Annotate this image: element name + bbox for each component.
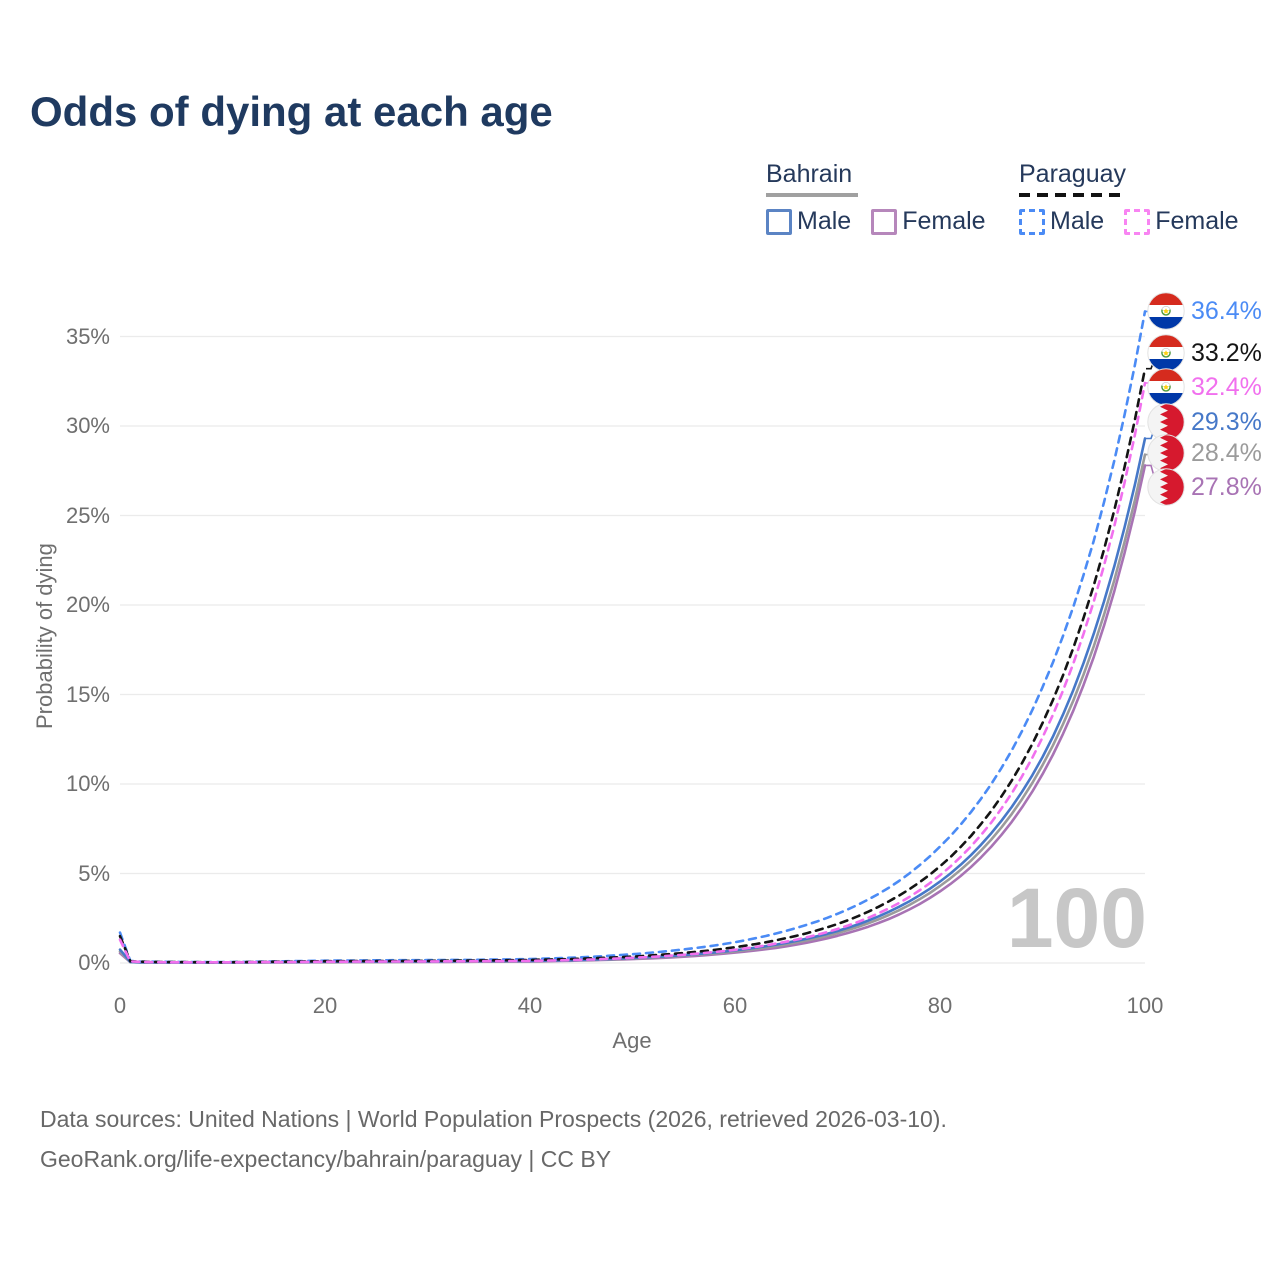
x-tick-label: 20 — [312, 993, 338, 1018]
series-line-paraguay-male[interactable] — [118, 310, 1147, 964]
paraguay-male-swatch-icon[interactable] — [1019, 208, 1045, 235]
legend-item-bahrain-male[interactable]: Male — [766, 207, 851, 236]
legend-country-paraguay: Paraguay — [1019, 160, 1127, 188]
bahrain-flag-icon — [1147, 434, 1185, 472]
y-axis-title: Probability of dying — [32, 543, 57, 729]
legend-items-bahrain: Male Female — [766, 207, 1006, 236]
legend-group-paraguay: Paraguay Male Female — [1019, 160, 1259, 236]
series-end-label-bahrain-male: 29.3% — [1147, 403, 1262, 441]
bahrain-female-swatch-icon[interactable] — [871, 208, 898, 235]
paraguay-female-swatch-icon[interactable] — [1124, 208, 1151, 235]
series-end-label-bahrain-both: 28.4% — [1147, 434, 1262, 472]
end-value-label: 36.4% — [1191, 296, 1262, 325]
legend-underline-paraguay-dashed — [1019, 193, 1127, 197]
series-end-label-paraguay-male: 36.4% — [1147, 292, 1262, 330]
y-tick-label: 10% — [65, 771, 110, 796]
age-watermark: 100 — [1006, 871, 1147, 965]
bahrain-male-swatch-icon[interactable] — [766, 208, 792, 235]
footer-data-sources: Data sources: United Nations | World Pop… — [40, 1106, 947, 1132]
y-tick-label: 20% — [65, 592, 110, 617]
end-value-label: 27.8% — [1191, 472, 1262, 501]
x-tick-label: 100 — [1126, 993, 1164, 1018]
y-tick-label: 25% — [65, 502, 110, 528]
end-value-label: 33.2% — [1191, 338, 1262, 367]
series-end-label-bahrain-female: 27.8% — [1147, 468, 1262, 506]
legend-group-bahrain: Bahrain Male Female — [766, 160, 1006, 236]
bahrain-flag-icon — [1147, 468, 1185, 506]
legend-item-bahrain-female[interactable]: Female — [871, 207, 986, 236]
y-tick-label: 35% — [65, 323, 110, 349]
x-tick-label: 0 — [113, 993, 127, 1018]
x-tick-label: 40 — [517, 993, 543, 1018]
chart-title: Odds of dying at each age — [30, 88, 553, 135]
end-value-label: 32.4% — [1191, 372, 1262, 401]
series-end-label-paraguay-female: 32.4% — [1147, 368, 1262, 406]
x-tick-label: 60 — [722, 993, 748, 1018]
y-tick-label: 5% — [78, 860, 110, 886]
legend-label-paraguay-female: Female — [1155, 207, 1239, 235]
legend-item-paraguay-female[interactable]: Female — [1124, 207, 1239, 236]
y-tick-label: 0% — [78, 950, 110, 975]
end-value-label: 29.3% — [1191, 407, 1262, 436]
bahrain-flag-icon — [1147, 403, 1185, 441]
end-value-label: 28.4% — [1191, 438, 1262, 467]
paraguay-flag-icon — [1147, 292, 1185, 330]
legend-label-bahrain-female: Female — [902, 207, 986, 235]
legend-country-bahrain: Bahrain — [766, 160, 853, 188]
series-line-paraguay-female[interactable] — [118, 381, 1147, 964]
y-tick-label: 15% — [65, 681, 110, 707]
footer-attribution: GeoRank.org/life-expectancy/bahrain/para… — [40, 1146, 612, 1172]
paraguay-flag-icon — [1147, 334, 1185, 372]
legend-items-paraguay: Male Female — [1019, 207, 1259, 236]
x-axis-title: Age — [612, 1028, 652, 1053]
series-end-label-paraguay-both: 33.2% — [1147, 334, 1262, 372]
paraguay-flag-icon — [1147, 368, 1185, 406]
legend-underline-bahrain-solid — [766, 193, 858, 197]
x-tick-label: 80 — [927, 993, 953, 1018]
y-tick-label: 30% — [65, 413, 110, 438]
legend-item-paraguay-male[interactable]: Male — [1019, 207, 1104, 236]
legend-label-bahrain-male: Male — [797, 207, 852, 235]
legend-label-paraguay-male: Male — [1050, 207, 1105, 235]
